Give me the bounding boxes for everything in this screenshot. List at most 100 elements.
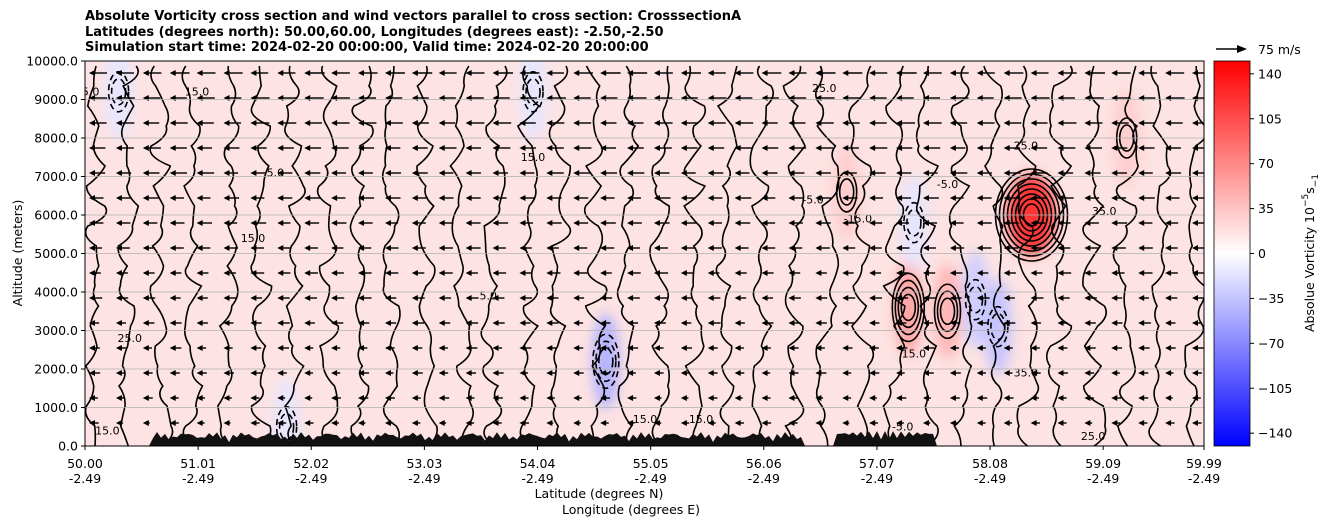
wind-vector [788, 320, 801, 326]
wind-vector [519, 420, 529, 426]
wind-vector-head [277, 270, 284, 276]
wind-vector [922, 345, 935, 351]
wind-vector-head [304, 320, 311, 326]
wind-vector [411, 270, 425, 276]
vertical-contour [848, 65, 875, 446]
wind-vector [169, 270, 182, 276]
wind-vector [115, 320, 127, 326]
wind-vector-head [438, 420, 445, 426]
wind-vector-head [492, 245, 499, 251]
x-tick-label-lat: 59.99 [1186, 456, 1222, 471]
wind-vector [438, 145, 457, 151]
wind-vector-head [304, 420, 311, 426]
wind-vector-head [546, 370, 553, 376]
wind-vector [680, 420, 690, 426]
wind-vector-head [976, 145, 983, 151]
wind-vector-head [384, 345, 391, 351]
wind-vector [223, 320, 234, 326]
wind-vector-head [1165, 295, 1172, 301]
wind-vector [142, 170, 160, 176]
wind-vector [761, 420, 772, 426]
wind-vector-head [492, 420, 499, 426]
wind-vector [115, 295, 129, 301]
wind-vector-head [250, 345, 257, 351]
wind-vector [896, 145, 913, 151]
wind-vector-head [1057, 120, 1064, 126]
wind-vector [680, 295, 693, 301]
wind-vector [277, 70, 296, 76]
wind-vector-head [573, 420, 580, 426]
wind-vector-head [653, 420, 660, 426]
wind-vector [1057, 420, 1067, 426]
wind-vector-head [761, 145, 768, 151]
wind-vector-head [842, 195, 849, 201]
wind-vector [976, 345, 986, 351]
wind-vector-head [627, 370, 634, 376]
wind-vector [304, 220, 320, 226]
wind-vector [573, 245, 588, 251]
wind-vector-head [519, 395, 526, 401]
wind-vector-head [815, 70, 822, 76]
wind-vector-head [680, 220, 687, 226]
wind-vector [196, 220, 212, 226]
wind-vector-head [896, 370, 903, 376]
wind-vector [465, 120, 485, 126]
wind-vector-head [949, 220, 956, 226]
wind-vector [250, 320, 262, 326]
wind-vector-head [411, 345, 418, 351]
wind-vector [1111, 120, 1129, 126]
wind-vector-head [358, 145, 365, 151]
wind-vector-head [600, 270, 607, 276]
wind-vector-head [115, 220, 122, 226]
wind-vector-head [465, 320, 472, 326]
wind-vector-head [223, 220, 230, 226]
wind-vector-head [1165, 70, 1172, 76]
wind-vector [949, 170, 968, 176]
wind-vector [815, 120, 834, 126]
wind-vector [976, 295, 990, 301]
colorbar-label: Absolue Vorticity 10−5s−1 [1301, 174, 1321, 332]
wind-vector-head [169, 395, 176, 401]
wind-vector-head [196, 395, 203, 401]
wind-vector-head [761, 320, 768, 326]
y-tick-label: 10000.0 [26, 54, 78, 69]
wind-vector [519, 195, 535, 201]
wind-vector-head [653, 320, 660, 326]
vertical-contour [449, 65, 475, 446]
wind-vector-head [546, 345, 553, 351]
wind-vector [680, 145, 698, 151]
wind-vector-head [1192, 370, 1198, 376]
x-tick-label-lon: -2.49 [1087, 471, 1119, 486]
wind-vector-head [573, 245, 580, 251]
wind-vector [1165, 70, 1185, 76]
wind-vector [89, 295, 103, 301]
wind-vector [600, 345, 610, 351]
wind-vector-head [869, 395, 876, 401]
wind-vector-head [492, 270, 499, 276]
wind-vector-head [573, 70, 580, 76]
wind-vector [196, 395, 205, 401]
wind-vector [1111, 245, 1126, 251]
x-tick-label-lat: 57.07 [859, 456, 895, 471]
x-tick-label-lat: 56.06 [746, 456, 782, 471]
wind-vector [842, 70, 863, 76]
wind-vector [922, 145, 941, 151]
wind-vector [384, 420, 394, 426]
vertical-contour [715, 65, 738, 446]
wind-vector [223, 420, 231, 426]
wind-vector [465, 220, 481, 226]
wind-vector [788, 270, 801, 276]
wind-vector [384, 395, 395, 401]
wind-vector [196, 270, 209, 276]
wind-vector [842, 270, 854, 276]
positive-contour [838, 178, 855, 206]
wind-vector [250, 420, 260, 426]
wind-vector [1030, 345, 1040, 351]
wind-vector [680, 220, 697, 226]
wind-vector [600, 245, 615, 251]
wind-vector [115, 170, 132, 176]
wind-vector-head [358, 195, 365, 201]
wind-vector [922, 245, 936, 251]
wind-vector [546, 220, 562, 226]
wind-vector-head [1111, 320, 1118, 326]
